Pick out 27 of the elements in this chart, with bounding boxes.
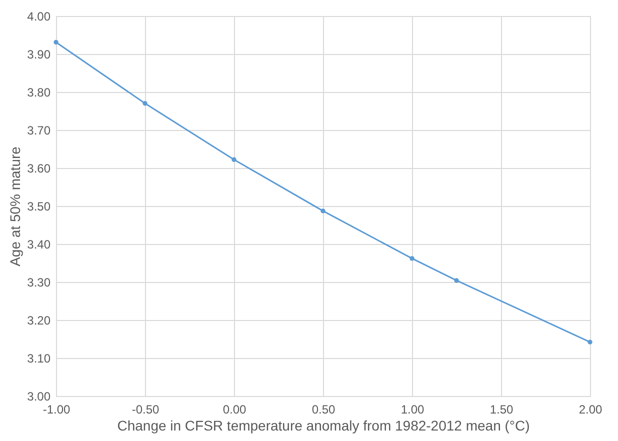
point [320, 208, 326, 214]
y-tick-label: 3.90 [27, 48, 51, 62]
x-tick-label: 1.00 [400, 402, 424, 416]
y-tick-label: 3.70 [27, 124, 51, 138]
y-tick-label: 3.30 [27, 276, 51, 290]
point [142, 101, 148, 106]
point [454, 278, 459, 283]
y-tick-label: 3.10 [27, 352, 51, 366]
y-tick-label: 3.00 [27, 390, 51, 404]
x-tick-label: 2.00 [578, 402, 602, 416]
point [54, 40, 58, 45]
x-tick-label: -1.00 [42, 402, 70, 416]
x-axis-title: Change in CFSR temperature anomaly from 1982-2012 mean (°C) [117, 418, 530, 434]
y-tick-label: 4.00 [27, 10, 51, 24]
y-tick-label: 3.50 [27, 200, 51, 214]
x-tick-label: 0.50 [312, 402, 336, 416]
point [588, 340, 592, 344]
y-axis-title: Age at 50% mature [7, 146, 24, 266]
x-tick-label: -0.50 [132, 402, 160, 416]
x-tick-label: 0.00 [222, 402, 246, 416]
point [410, 256, 414, 261]
y-tick-label: 3.60 [27, 162, 51, 176]
x-tick-label: 1.50 [490, 402, 514, 416]
y-tick-label: 3.20 [27, 314, 51, 328]
y-tick-label: 3.80 [27, 86, 51, 100]
point [232, 157, 236, 162]
y-tick-label: 3.40 [27, 238, 51, 252]
